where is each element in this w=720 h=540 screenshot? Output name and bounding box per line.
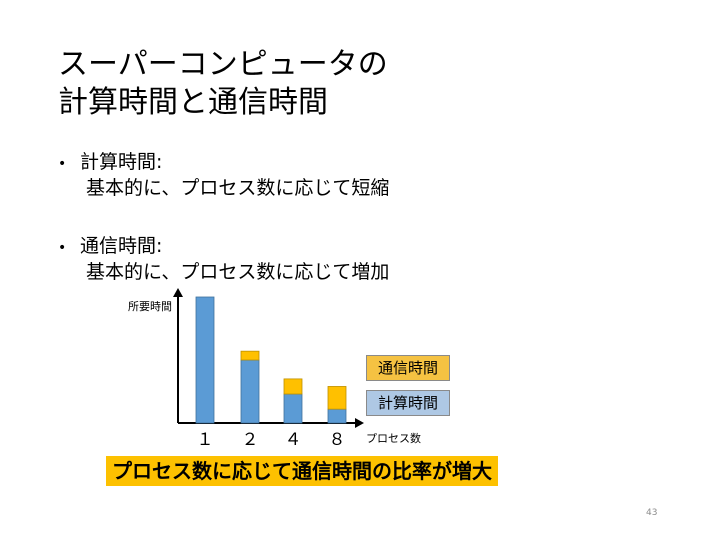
page-number: 43 <box>646 508 658 518</box>
chart-x-axis-label: プロセス数 <box>366 432 421 445</box>
x-tick-label: ８ <box>329 430 346 450</box>
conclusion-banner: プロセス数に応じて通信時間の比率が増大 <box>106 456 498 486</box>
bullet-marker: • <box>58 156 67 172</box>
bar-segment-communication <box>327 386 347 410</box>
x-tick-label: １ <box>197 430 214 450</box>
bullet-description: 基本的に、プロセス数に応じて増加 <box>86 261 390 283</box>
chart-bars <box>195 296 347 424</box>
x-axis-arrow <box>355 418 364 428</box>
bar-segment-computation <box>327 408 347 424</box>
bullet-heading: 計算時間: <box>80 151 163 173</box>
y-axis-arrow <box>173 288 183 297</box>
chart-x-tick-labels: １ ２ ４ ８ <box>197 430 346 450</box>
legend-computation-time: 計算時間 <box>366 390 450 416</box>
bar-segment-communication <box>240 350 260 361</box>
chart-y-axis-label: 所要時間 <box>128 300 172 313</box>
bar-segment-computation <box>240 359 260 424</box>
bar-segment-computation <box>283 393 303 424</box>
x-tick-label: ２ <box>242 430 259 450</box>
legend-communication-time: 通信時間 <box>366 355 450 381</box>
bullet-communication-time: • 通信時間: 基本的に、プロセス数に応じて増加 <box>58 234 389 284</box>
bullet-description: 基本的に、プロセス数に応じて短縮 <box>86 177 390 199</box>
bullet-computation-time: • 計算時間: 基本的に、プロセス数に応じて短縮 <box>58 150 389 200</box>
title-line-1: スーパーコンピュータの <box>58 47 388 82</box>
bullet-heading: 通信時間: <box>80 235 163 257</box>
slide-title: スーパーコンピュータの 計算時間と通信時間 <box>58 46 388 122</box>
bar-segment-communication <box>283 378 303 395</box>
bullet-marker: • <box>58 240 67 256</box>
title-line-2: 計算時間と通信時間 <box>58 85 328 120</box>
bar-segment-computation <box>195 296 215 424</box>
x-tick-label: ４ <box>285 430 302 450</box>
